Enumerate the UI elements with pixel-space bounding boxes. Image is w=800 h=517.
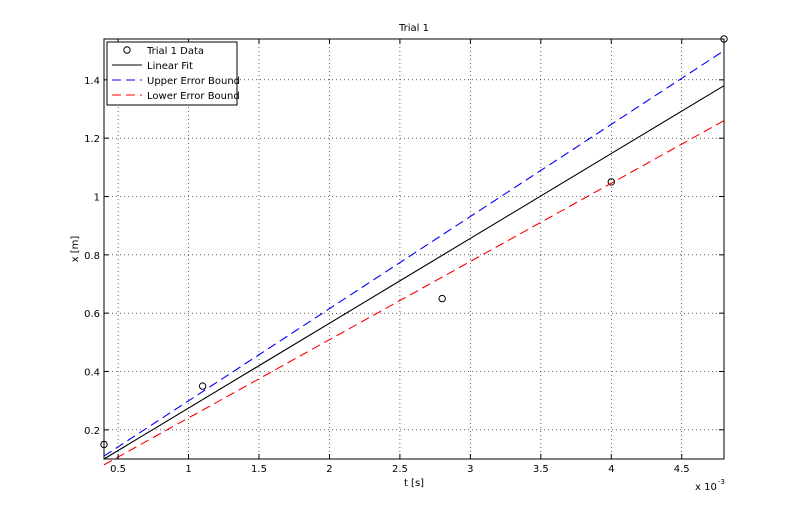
x-tick-label: 2	[326, 464, 332, 475]
series-line	[103, 85, 725, 460]
y-tick-label: 0.6	[84, 309, 100, 320]
y-tick-label: 1.4	[84, 76, 100, 87]
x-tick-label: 1.5	[251, 464, 267, 475]
ticks: 0.5 1 1.5 2 2.5 3 3.5 4 4.5 0.2 0.4 0.6 0.8 1 1.2 1.4	[84, 39, 724, 475]
grid	[104, 39, 724, 459]
plot-frame	[103, 38, 725, 460]
legend-label: Lower Error Bound	[147, 91, 240, 102]
chart-title: Trial 1	[398, 23, 429, 34]
series-line	[103, 120, 725, 466]
x-tick-label: 4.5	[674, 464, 690, 475]
x-tick-label: 2.5	[392, 464, 408, 475]
legend-label: Trial 1 Data	[146, 46, 204, 57]
y-tick-label: 0.2	[84, 426, 100, 437]
legend-label: Upper Error Bound	[147, 76, 240, 87]
legend-label: Linear Fit	[147, 61, 193, 72]
x-axis-label: t [s]	[404, 478, 424, 489]
x-tick-label: 4	[608, 464, 614, 475]
series-line	[103, 50, 725, 457]
data-point	[198, 382, 207, 390]
x-exponent-power: -3	[718, 478, 725, 486]
x-tick-label: 0.5	[110, 464, 126, 475]
plot-area	[104, 39, 724, 459]
data-point	[438, 294, 446, 303]
x-tick-label: 3	[467, 464, 473, 475]
y-tick-label: 1.2	[84, 134, 100, 145]
legend-marker-swatch	[123, 46, 131, 54]
x-tick-label: 3.5	[533, 464, 549, 475]
series-layer	[100, 35, 728, 466]
y-axis-label: x [m]	[70, 236, 81, 263]
x-exponent-base: x 10	[695, 482, 717, 493]
y-tick-label: 1	[94, 193, 100, 204]
legend: Trial 1 Data Linear Fit Upper Error Bound L…	[106, 41, 240, 106]
y-tick-label: 0.8	[84, 251, 100, 262]
x-tick-label: 1	[185, 464, 191, 475]
data-point	[607, 178, 615, 186]
y-tick-label: 0.4	[84, 368, 100, 379]
